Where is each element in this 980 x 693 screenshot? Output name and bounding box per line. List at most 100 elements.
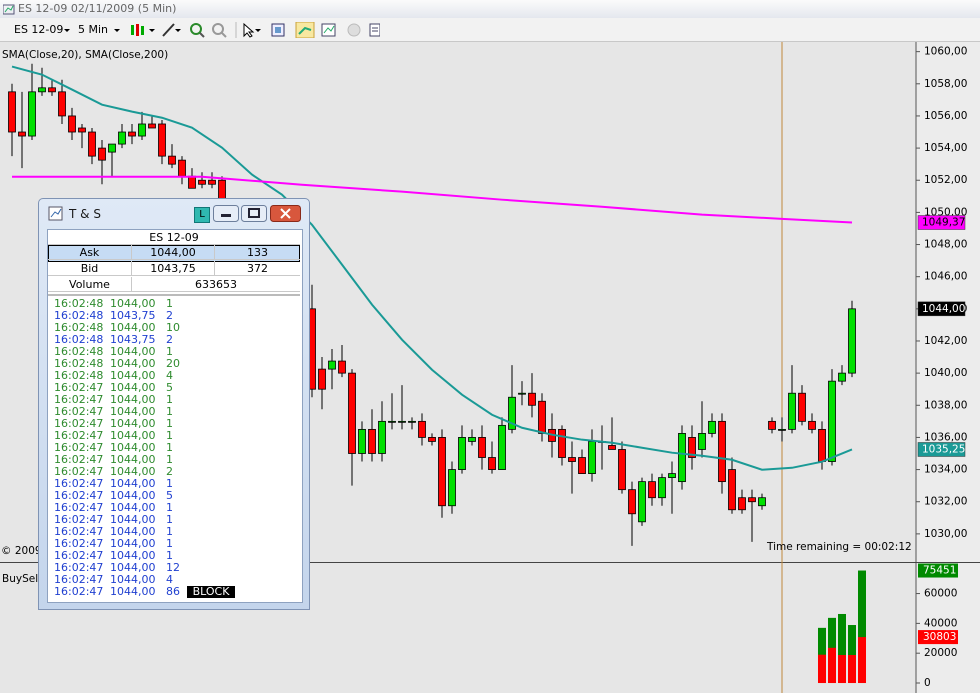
price-tag [917, 215, 966, 230]
axis-background [916, 42, 980, 693]
candle-body [138, 123, 146, 137]
candle-body [108, 143, 116, 153]
candle-body [478, 437, 486, 458]
interval-selector[interactable]: 5 Min [78, 23, 109, 36]
y-tick-label: 1040,00 [924, 367, 967, 379]
ts-content: ES 12-09 Ask 1044,00 133 Bid 1043,75 372 Volum… [47, 229, 303, 603]
trade-price: 1044,00 [110, 561, 156, 574]
candle-body [828, 380, 836, 462]
y-tick-label: 0 [924, 677, 931, 689]
trade-size: 4 [166, 573, 173, 586]
toolbar-icons[interactable] [130, 22, 380, 38]
candle-body [838, 372, 846, 382]
trade-size: 10 [166, 321, 180, 334]
trade-time: 16:02:48 [54, 369, 104, 382]
trade-price: 1044,00 [110, 549, 156, 562]
window-buttons[interactable] [213, 205, 305, 223]
candle-body [468, 437, 476, 442]
trade-size: 1 [166, 453, 173, 466]
dropdown-arrow[interactable] [63, 22, 71, 38]
trade-size: 1 [166, 501, 173, 514]
ts-instrument: ES 12-09 [48, 230, 300, 245]
volume-bar [818, 654, 826, 684]
y-tick-label: 1036,00 [924, 431, 967, 443]
trade-price: 1043,75 [110, 333, 156, 346]
trade-price: 1043,75 [110, 309, 156, 322]
trade-price: 1044,00 [110, 573, 156, 586]
candle-body [518, 392, 526, 395]
candle-body [538, 400, 546, 434]
link-button[interactable]: L [194, 207, 210, 223]
trade-time: 16:02:47 [54, 585, 104, 598]
block-flag: BLOCK [187, 586, 235, 598]
candle-body [348, 372, 356, 454]
candle-body [78, 127, 86, 133]
candle-body [458, 437, 466, 470]
candle-body [738, 497, 746, 511]
trade-price: 1044,00 [110, 393, 156, 406]
candle-body [328, 360, 336, 370]
candle-body [358, 428, 366, 454]
candle-body [608, 445, 616, 450]
candle-body [408, 420, 416, 423]
y-tick-label: 1032,00 [924, 496, 967, 508]
indicator-legend: SMA(Close,20), SMA(Close,200) [2, 49, 168, 61]
trade-size: 12 [166, 561, 180, 574]
window-title: ES 12-09 02/11/2009 (5 Min) [18, 2, 177, 15]
candle-body [668, 473, 676, 479]
candle-body [188, 175, 196, 189]
dropdown-arrow[interactable] [113, 22, 121, 38]
trade-size: 2 [166, 333, 173, 346]
trade-price: 1044,00 [110, 405, 156, 418]
y-tick-label: 1034,00 [924, 464, 967, 476]
trade-price: 1044,00 [110, 357, 156, 370]
candle-body [728, 469, 736, 511]
candle-body [128, 131, 136, 137]
trade-price: 1044,00 [110, 369, 156, 382]
candle-body [38, 87, 46, 93]
last-value-box [918, 630, 958, 645]
ask-highlight [48, 245, 300, 262]
price-tag-label: 1049,37 [922, 217, 965, 229]
candle-body [678, 433, 686, 483]
time-and-sales-window[interactable]: T & S L ES 12-09 Ask 1044,00 133 Bid 1043,75… [38, 198, 310, 610]
candle-body [428, 437, 436, 442]
trade-time: 16:02:47 [54, 573, 104, 586]
quote-label: Ask [48, 245, 132, 260]
candle-body [658, 477, 666, 499]
toolbar: ES 12-09 5 Min [0, 18, 980, 42]
instrument-selector[interactable]: ES 12-09 [14, 23, 64, 36]
trade-price: 1044,00 [110, 537, 156, 550]
ts-divider [48, 294, 300, 296]
candle-body [818, 428, 826, 462]
title-bar: ES 12-09 02/11/2009 (5 Min) [0, 0, 980, 18]
trade-time: 16:02:47 [54, 513, 104, 526]
candle-body [118, 131, 126, 145]
trade-price: 1044,00 [110, 501, 156, 514]
quote-label: Volume [48, 277, 132, 292]
trade-size: 1 [166, 513, 173, 526]
trade-price: 1044,00 [110, 297, 156, 310]
candle-body [48, 87, 56, 93]
trade-size: 1 [166, 537, 173, 550]
trade-time: 16:02:47 [54, 537, 104, 550]
trade-size: 2 [166, 465, 173, 478]
trade-time: 16:02:47 [54, 429, 104, 442]
last-value-label: 30803 [923, 631, 956, 643]
volume-bar [858, 637, 866, 684]
trade-price: 1044,00 [110, 585, 156, 598]
trade-price: 1044,00 [110, 321, 156, 334]
candle-body [208, 179, 216, 185]
candle-body [758, 497, 766, 507]
trade-price: 1044,00 [110, 417, 156, 430]
quote-value: 633653 [132, 277, 300, 292]
y-tick-label: 1046,00 [924, 271, 967, 283]
trade-time: 16:02:47 [54, 453, 104, 466]
trade-time: 16:02:47 [54, 477, 104, 490]
sma-line [11, 65, 853, 471]
y-tick-label: 1054,00 [924, 142, 967, 154]
candle-body [58, 91, 66, 117]
trade-size: 1 [166, 297, 173, 310]
